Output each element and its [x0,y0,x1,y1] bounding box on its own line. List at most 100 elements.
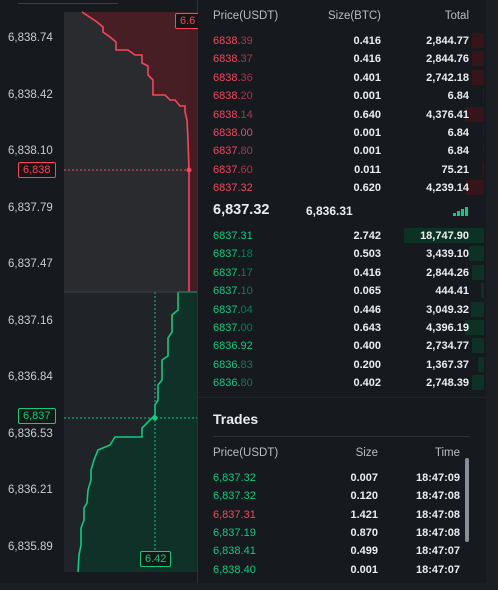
mid-price-row: 6,837.32 6,836.31 [213,200,471,220]
total-column-header: Total [444,10,469,22]
trade-row[interactable]: 6,837.32 0.120 18:47:08 [213,488,463,505]
bid-volume-tag: 6.42 [140,551,172,567]
ask-row[interactable]: 6838.00 0.001 6.84 [198,124,486,142]
trade-price: 6,838.40 [213,563,256,576]
bid-row[interactable]: 6836.83 0.200 1,367.37 [198,356,486,374]
y-axis-label: 6,836.84 [8,371,53,383]
trade-size: 1.421 [350,508,378,521]
ask-price-decimals: 60 [240,163,253,176]
ask-total: 2,742.18 [426,71,469,84]
bid-depth-area [78,292,197,572]
ask-total: 6.84 [447,90,469,103]
bid-price: 6836.92 [213,340,253,352]
bid-price: 6837.31 [213,230,253,242]
bid-row[interactable]: 6836.92 0.400 2,734.77 [198,337,486,355]
trade-row[interactable]: 6,837.31 1.421 18:47:08 [213,507,463,524]
last-price: 6,837.32 [213,202,270,218]
ask-row[interactable]: 6837.32 0.620 4,239.14 [198,179,486,197]
ask-row[interactable]: 6838.14 0.640 4,376.41 [198,106,486,124]
trade-row[interactable]: 6,838.41 0.499 18:47:07 [213,543,463,560]
bid-price-decimals: 18 [240,248,253,261]
depth-chart-panel[interactable]: 6,838.74 6,838.42 6,838.10 6,837.79 6,837.47… [0,0,201,589]
ask-price-main: 6837.32 [213,182,253,195]
ask-size: 0.620 [353,182,381,195]
ask-size: 0.401 [353,71,381,84]
bid-price-main: 6837. [213,266,241,279]
trade-size-header: Size [355,447,378,459]
bid-price-main: 6837. [213,303,241,316]
ask-depth-bar [483,88,484,104]
ask-price: 6838.37 [213,53,253,65]
ask-price-decimals: 80 [240,145,253,158]
bid-crosshair-price-tag: 6,837 [18,408,56,424]
trade-time: 18:47:08 [415,490,460,503]
bid-price: 6837.18 [213,248,253,260]
bottom-border [0,583,498,589]
ask-total: 6.84 [447,127,469,139]
ask-row[interactable]: 6838.37 0.416 2,844.76 [198,50,486,68]
bid-price-decimals: 00 [240,322,253,334]
ask-price-main: 6838. [213,108,241,121]
order-book: Price(USDT) Size(BTC) Total 6838.39 0.416… [198,0,486,397]
trade-row[interactable]: 6,837.19 0.870 18:47:08 [213,525,463,542]
trades-scrollbar[interactable] [465,458,469,542]
bid-row[interactable]: 6837.31 2.742 18,747.90 [198,227,486,245]
bid-price-main: 6836. [213,377,241,390]
bid-price-main: 6837. [213,285,241,298]
ask-size: 0.001 [353,127,381,139]
bid-price-decimals: 80 [240,377,253,390]
ask-price-main: 6838. [213,90,241,103]
ask-depth-line [81,11,190,292]
trade-row[interactable]: 6,838.40 0.001 18:47:07 [213,562,463,579]
ask-price-main: 6837. [213,163,241,176]
bid-row[interactable]: 6837.04 0.446 3,049.32 [198,301,486,319]
ask-row[interactable]: 6837.60 0.011 75.21 [198,161,486,179]
ask-price: 6837.80 [213,145,253,157]
ask-row[interactable]: 6838.39 0.416 2,844.77 [198,32,486,50]
ask-depth-bar [482,161,484,177]
bid-price: 6837.00 [213,322,253,334]
ask-price: 6837.60 [213,164,253,176]
ask-price: 6838.39 [213,35,253,47]
ask-row[interactable]: 6838.20 0.001 6.84 [198,87,486,105]
y-axis-label: 6,838.74 [8,32,53,44]
bid-row[interactable]: 6837.18 0.503 3,439.10 [198,245,486,263]
trade-price: 6,837.32 [213,490,256,503]
bid-price-decimals: 10 [240,285,253,298]
bid-row[interactable]: 6837.17 0.416 2,844.26 [198,264,486,282]
ask-total: 2,844.76 [426,53,469,66]
ask-total: 4,239.14 [426,182,469,195]
bid-size: 0.416 [353,266,381,279]
ask-size: 0.001 [353,145,381,158]
ask-depth-bar [483,143,484,159]
trade-row[interactable]: 6,837.32 0.007 18:47:09 [213,470,463,487]
bid-total: 3,049.32 [426,303,469,316]
ask-price-decimals: 37 [240,53,253,66]
ask-total: 75.21 [441,163,469,176]
trade-size: 0.001 [350,563,378,576]
y-axis-label: 6,837.79 [8,201,53,214]
trades-panel: Trades Price(USDT) Size Time 6,837.32 0.0… [198,397,486,590]
ask-price-main: 6837. [213,145,241,158]
y-axis-label: 6,836.21 [8,484,53,496]
ask-price-main: 6838. [213,35,241,47]
trade-price-header: Price(USDT) [213,447,279,459]
ask-size: 0.001 [353,90,381,103]
ask-row[interactable]: 6837.80 0.001 6.84 [198,142,486,160]
bid-depth-line [77,291,197,573]
bid-row[interactable]: 6836.80 0.402 2,748.39 [198,374,486,392]
bid-total: 444.41 [435,285,469,298]
ask-row[interactable]: 6838.36 0.401 2,742.18 [198,69,486,87]
bid-row[interactable]: 6837.00 0.643 4,396.19 [198,319,486,337]
ask-depth-bar [472,33,484,48]
ask-price-decimals: 39 [240,35,253,47]
ask-crosshair-price-tag: 6,838 [18,162,56,178]
bid-price: 6837.17 [213,267,253,279]
depth-chart[interactable] [0,0,197,589]
bid-price-main: 6836.92 [213,340,253,353]
signal-bars-icon[interactable] [453,206,469,216]
bid-price-decimals: 04 [240,303,253,316]
bid-price: 6837.10 [213,285,253,297]
bid-row[interactable]: 6837.10 0.065 444.41 [198,282,486,300]
trade-time: 18:47:08 [415,508,460,521]
